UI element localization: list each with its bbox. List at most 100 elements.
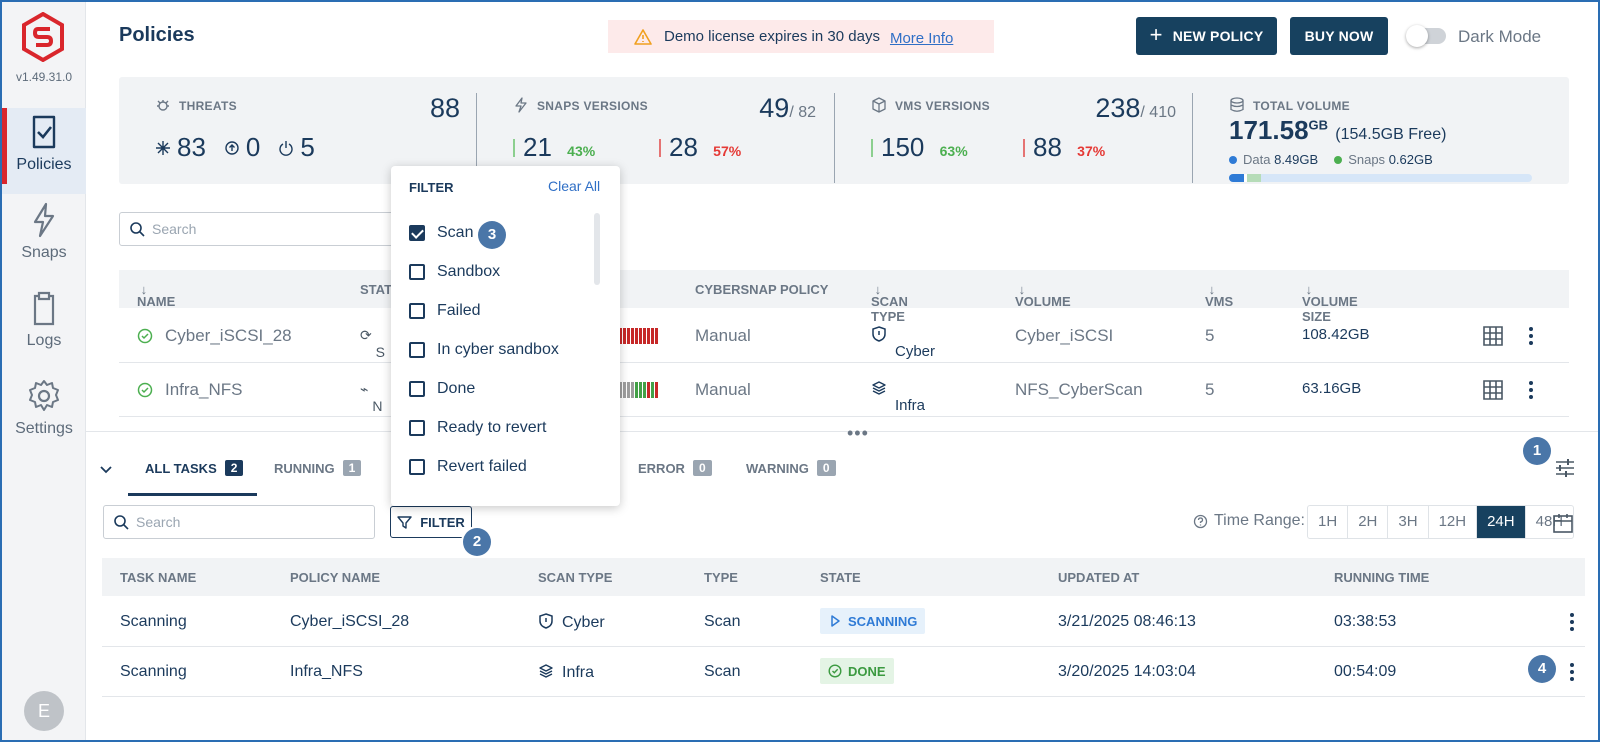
snaps-of-total: / 82 <box>789 104 816 121</box>
tab-running[interactable]: RUNNING 1 <box>274 460 362 476</box>
tab-error[interactable]: ERROR 0 <box>638 460 712 476</box>
threats-total: 88 <box>429 93 460 123</box>
row-menu-icon[interactable] <box>1528 380 1534 400</box>
help-circle-icon <box>1193 514 1208 528</box>
col-cybersnap[interactable]: CYBERSNAP POLICY <box>695 282 829 297</box>
grid-icon[interactable] <box>1482 325 1504 347</box>
col-vms[interactable]: VMS ↓ <box>1205 282 1234 309</box>
filter-option-revert-failed[interactable]: Revert failed <box>409 455 527 479</box>
col-name[interactable]: NAME ↓ <box>137 282 176 309</box>
status-scan-icon: ⟳ S <box>360 327 385 360</box>
sidebar-item-policies[interactable]: Policies <box>2 108 86 194</box>
dark-mode-toggle[interactable] <box>1406 25 1446 47</box>
filter-option-label: Revert failed <box>437 458 527 475</box>
snaps-caption: SNAPS VERSIONS <box>537 99 648 113</box>
scan-type: Cyber <box>871 326 935 360</box>
row-menu-icon[interactable] <box>1569 612 1575 632</box>
check-circle-icon <box>828 664 842 678</box>
sidebar-item-logs[interactable]: Logs <box>2 290 86 376</box>
sidebar-item-settings[interactable]: Settings <box>2 378 86 464</box>
table-row[interactable]: Scanning Infra_NFS Infra Scan DONE 3/20/… <box>102 647 1585 697</box>
cube-icon <box>872 97 886 113</box>
buy-now-button[interactable]: BUY NOW <box>1290 17 1388 55</box>
row-menu-icon[interactable] <box>1569 662 1575 682</box>
filter-dropdown-title: FILTER <box>409 180 454 195</box>
table-row[interactable]: Scanning Cyber_iSCSI_28 Cyber Scan SCANN… <box>102 597 1585 647</box>
filter-option-ready-to-revert[interactable]: Ready to revert <box>409 416 546 440</box>
layers-icon <box>872 381 886 395</box>
col-updated-at[interactable]: UPDATED AT <box>1058 570 1140 585</box>
filter-option-label: Failed <box>437 302 481 319</box>
col-running-time[interactable]: RUNNING TIME <box>1334 570 1430 585</box>
grid-icon[interactable] <box>1482 379 1504 401</box>
calendar-icon[interactable] <box>1552 512 1574 534</box>
time-range-1h[interactable]: 1H <box>1308 506 1349 538</box>
policy-search-input[interactable]: Search <box>119 212 399 246</box>
time-range-24h[interactable]: 24H <box>1477 506 1526 538</box>
volume-caption: TOTAL VOLUME <box>1253 99 1350 113</box>
dark-mode-label: Dark Mode <box>1458 27 1542 46</box>
volume-name: Cyber_iSCSI <box>1015 326 1114 345</box>
bad-indicator <box>659 138 661 157</box>
time-range-2h[interactable]: 2H <box>1348 506 1389 538</box>
snaps-versions-card: SNAPS VERSIONS 49/ 82 21 43% 28 57% <box>477 77 834 184</box>
col-type[interactable]: TYPE <box>704 570 738 585</box>
task-name: Scanning <box>120 613 187 630</box>
filter-option-sandbox[interactable]: Sandbox <box>409 260 500 284</box>
task-policy-name: Infra_NFS <box>290 663 363 680</box>
policy-check-icon <box>32 115 56 149</box>
col-state[interactable]: STATE <box>820 570 861 585</box>
col-scan-type[interactable]: SCAN TYPE ↓ <box>871 282 908 324</box>
row-menu-icon[interactable] <box>1528 326 1534 346</box>
col-status[interactable]: STAT <box>360 282 393 297</box>
snapshot-history-bars <box>619 328 658 344</box>
checkbox[interactable] <box>409 459 425 475</box>
checkbox[interactable] <box>409 264 425 280</box>
time-range-48h[interactable]: 48H <box>1535 513 1564 530</box>
col-scan-type[interactable]: SCAN TYPE <box>538 570 613 585</box>
clear-all-link[interactable]: Clear All <box>548 178 601 194</box>
sliders-icon[interactable] <box>1554 457 1576 479</box>
col-policy-name[interactable]: POLICY NAME <box>290 570 381 585</box>
filter-option-failed[interactable]: Failed <box>409 299 481 323</box>
layers-icon <box>539 664 553 678</box>
resize-handle-icon[interactable]: ••• <box>847 423 869 443</box>
col-task-name[interactable]: TASK NAME <box>120 570 197 585</box>
table-row[interactable]: Infra_NFS ⌁ N Manual Infra NFS_CyberScan… <box>119 363 1569 417</box>
stats-divider <box>476 93 477 183</box>
tab-all-tasks[interactable]: ALL TASKS 2 <box>145 460 244 476</box>
chevron-down-icon[interactable] <box>99 463 113 477</box>
new-policy-button[interactable]: + NEW POLICY <box>1136 17 1277 55</box>
active-tab-indicator <box>128 493 257 496</box>
policy-name: Infra_NFS <box>165 380 243 399</box>
avatar[interactable]: E <box>24 691 64 731</box>
more-info-link[interactable]: More Info <box>889 30 954 47</box>
shield-icon <box>872 326 886 342</box>
vms-count: 5 <box>1205 326 1215 345</box>
time-range-3h[interactable]: 3H <box>1388 506 1429 538</box>
filter-button[interactable]: FILTER <box>390 506 472 538</box>
time-range-12h[interactable]: 12H <box>1429 506 1478 538</box>
checkbox[interactable] <box>409 381 425 397</box>
task-scan-type: Infra <box>538 663 594 682</box>
checkbox[interactable] <box>409 303 425 319</box>
tab-warning[interactable]: WARNING 0 <box>746 460 836 476</box>
filter-option-done[interactable]: Done <box>409 377 475 401</box>
clipboard-icon <box>33 291 55 326</box>
col-volume-size[interactable]: VOLUME SIZE ↓ <box>1302 282 1358 324</box>
dropdown-scrollbar[interactable] <box>594 213 600 285</box>
panel-splitter[interactable] <box>86 431 1598 432</box>
sidebar-item-snaps[interactable]: Snaps <box>2 202 86 288</box>
col-volume[interactable]: VOLUME ↓ <box>1015 282 1071 309</box>
checkbox[interactable] <box>409 225 425 241</box>
cybersnap-policy: Manual <box>695 326 751 345</box>
filter-option-in-cyber-sandbox[interactable]: In cyber sandbox <box>409 338 559 362</box>
checkbox[interactable] <box>409 342 425 358</box>
good-indicator <box>513 138 515 157</box>
task-search-input[interactable]: Search <box>103 505 375 539</box>
filter-option-scan[interactable]: Scan <box>409 221 473 245</box>
snaps-good-pct: 43% <box>567 142 596 159</box>
checkbox[interactable] <box>409 420 425 436</box>
table-row[interactable]: Cyber_iSCSI_28 ⟳ S Manual Cyber Cyber_iS… <box>119 309 1569 363</box>
